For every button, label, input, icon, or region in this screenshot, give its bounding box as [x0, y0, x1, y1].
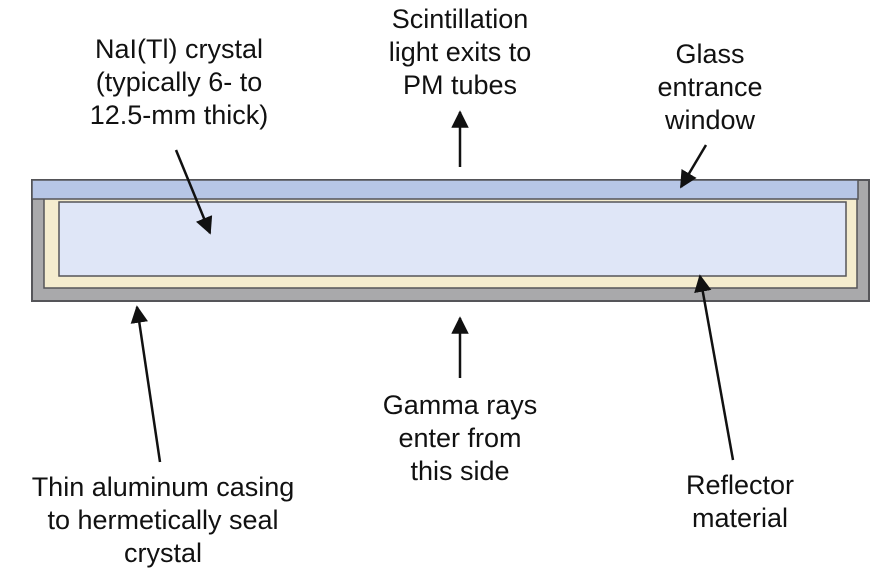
- crystal-arrow: [174, 149, 213, 235]
- glass-window-label: Glass entrance window: [657, 39, 763, 135]
- casing-arrow: [130, 305, 162, 463]
- glass-window-arrow: [679, 144, 708, 189]
- reflector-label: Reflector material: [685, 470, 795, 533]
- casing-label: Thin aluminum casing to hermetically sea…: [31, 472, 295, 568]
- crystal-label: NaI(Tl) crystal (typically 6- to 12.5-mm…: [89, 34, 269, 130]
- gamma-rays-label: Gamma rays enter from this side: [382, 390, 538, 486]
- scintillation-label: Scintillation light exits to PM tubes: [388, 4, 532, 100]
- nai-crystal: [58, 201, 847, 277]
- glass-entrance-window: [31, 179, 859, 200]
- reflector-arrow: [694, 274, 735, 461]
